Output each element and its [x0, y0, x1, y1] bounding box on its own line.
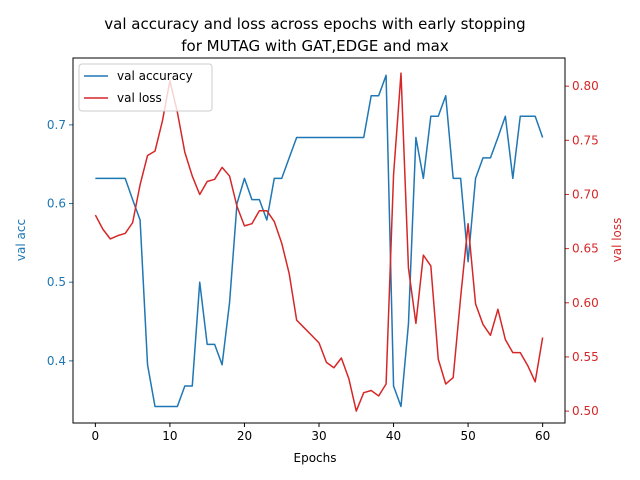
right-y-tick-label: 0.70 — [572, 187, 599, 201]
plot-frame — [72, 57, 566, 424]
right-y-tick-label: 0.65 — [572, 242, 599, 256]
left-y-tick-label: 0.6 — [47, 197, 66, 211]
x-tick-label: 10 — [162, 429, 177, 443]
legend-box — [78, 63, 213, 112]
left-y-tick-label: 0.4 — [47, 354, 66, 368]
chart-title-line-1: val accuracy and loss across epochs with… — [104, 15, 525, 33]
chart-title-line-2: for MUTAG with GAT,EDGE and max — [181, 37, 449, 55]
left-y-axis: 0.4 0.5 0.6 0.7 — [47, 118, 73, 368]
x-tick-label: 50 — [460, 429, 475, 443]
legend: val accuracy val loss — [78, 63, 213, 112]
x-tick-label: 30 — [311, 429, 326, 443]
right-y-axis-label: val loss — [610, 218, 624, 263]
right-y-tick-label: 0.80 — [572, 79, 599, 93]
x-tick-label: 0 — [92, 429, 100, 443]
val-accuracy-line — [95, 74, 544, 408]
x-axis-label: Epochs — [294, 451, 337, 465]
right-y-tick-label: 0.50 — [572, 404, 599, 418]
right-y-axis: 0.50 0.55 0.60 0.65 0.70 0.75 0.80 — [565, 79, 599, 418]
left-y-tick-label: 0.7 — [47, 118, 66, 132]
series-layer — [94, 72, 544, 412]
left-y-tick-label: 0.5 — [47, 275, 66, 289]
right-y-tick-label: 0.75 — [572, 133, 599, 147]
x-tick-label: 20 — [237, 429, 252, 443]
val-loss-line — [94, 72, 544, 412]
x-axis: 0 10 20 30 40 50 60 — [92, 423, 550, 443]
right-y-tick-label: 0.55 — [572, 350, 599, 364]
right-y-tick-label: 0.60 — [572, 296, 599, 310]
legend-label-loss: val loss — [117, 91, 162, 105]
left-y-axis-label: val acc — [14, 219, 28, 261]
legend-label-accuracy: val accuracy — [117, 69, 193, 83]
x-tick-label: 60 — [535, 429, 550, 443]
x-tick-label: 40 — [386, 429, 401, 443]
